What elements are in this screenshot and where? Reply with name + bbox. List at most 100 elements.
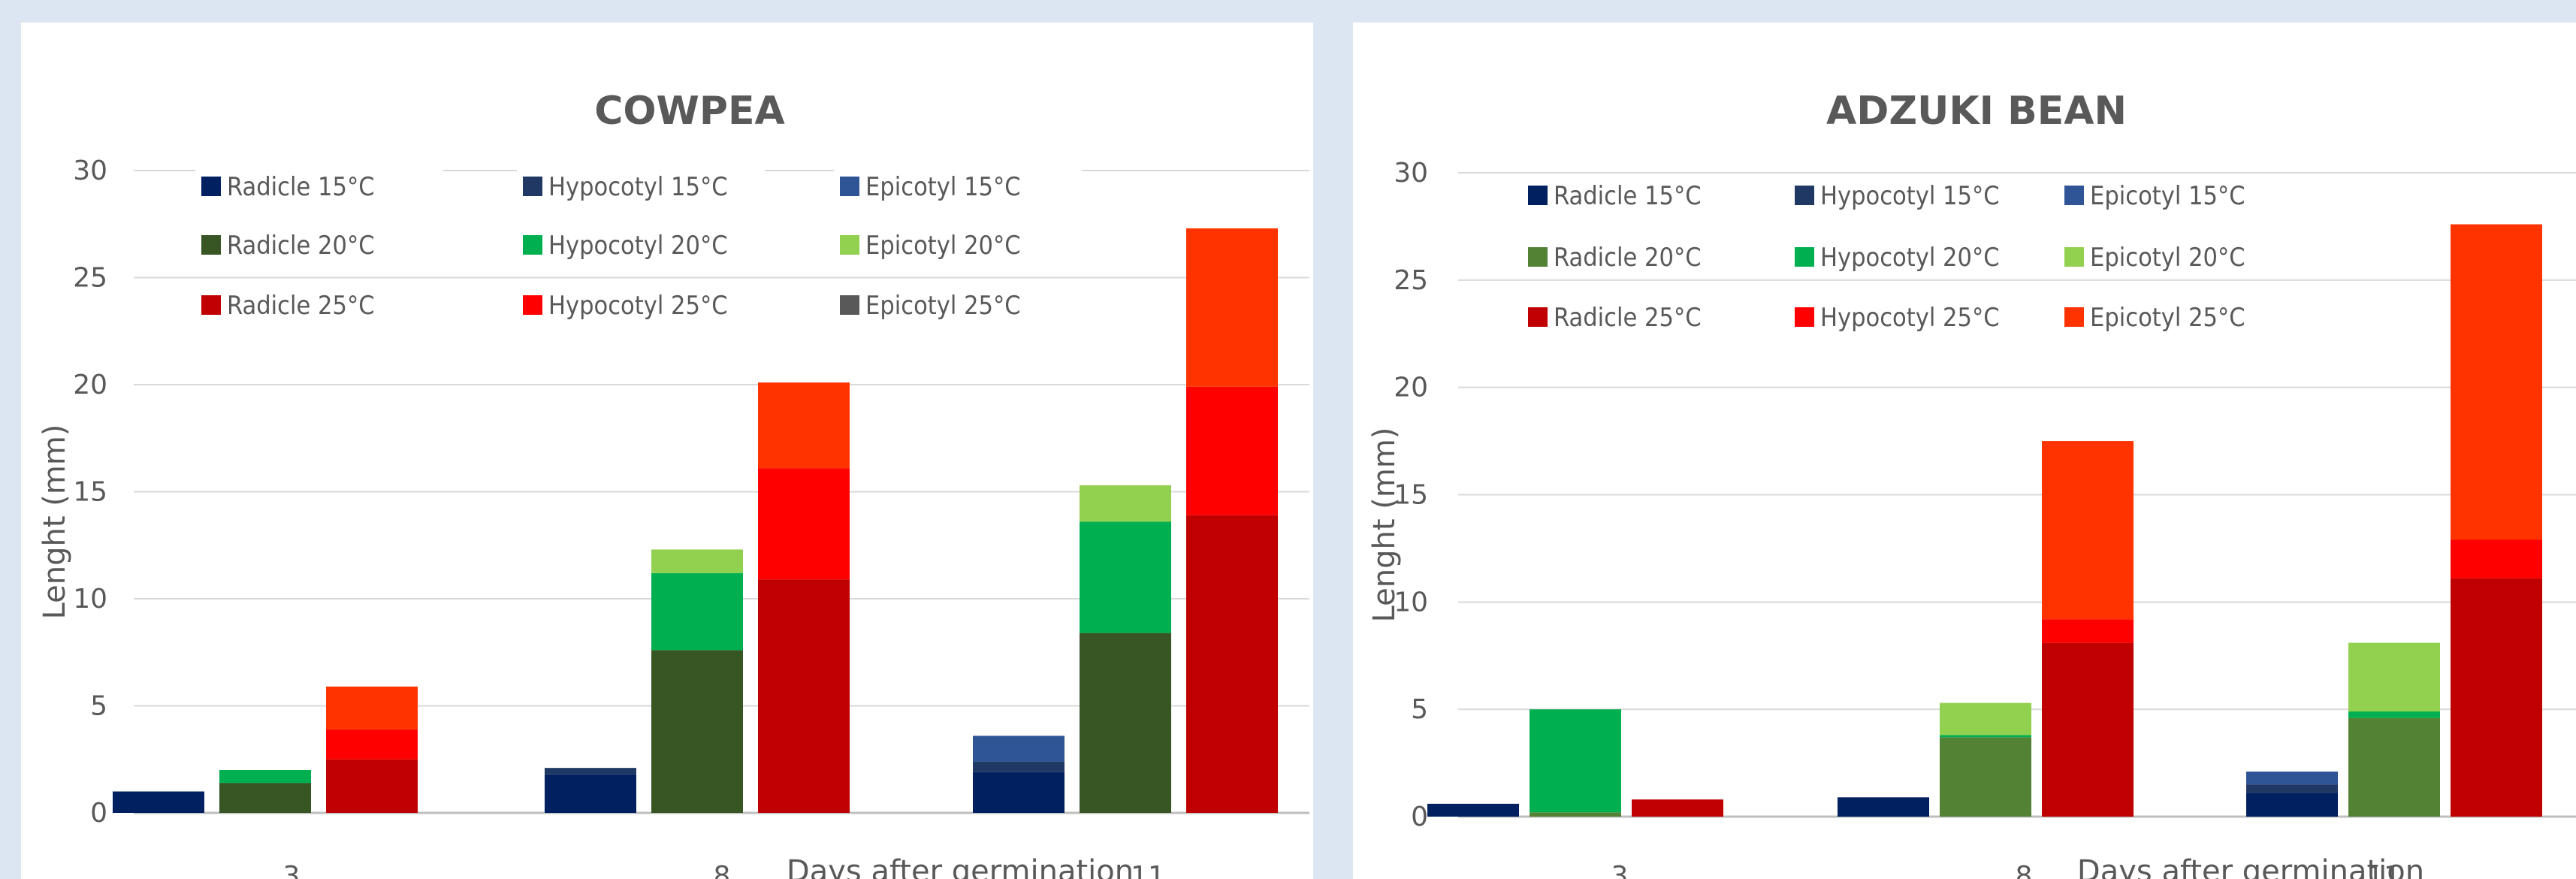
bar-epicotyl-25c-day-3 xyxy=(326,686,418,729)
bar-hypocotyl-25c-day-8 xyxy=(758,468,850,580)
legend-item-bg xyxy=(834,168,1082,204)
y-tick-label: 30 xyxy=(1394,158,1428,189)
y-tick-label: 0 xyxy=(1411,802,1428,832)
bar-epicotyl-15c-day-11 xyxy=(973,736,1065,762)
bar-hypocotyl-20c-day-8 xyxy=(651,572,743,651)
bar-epicotyl-20c-day-8 xyxy=(651,549,743,573)
x-tick-label: 11 xyxy=(1131,861,1165,879)
y-tick-label: 30 xyxy=(73,156,107,186)
bar-radicle-20c-day-11 xyxy=(2348,717,2440,817)
legend-item-bg xyxy=(2058,177,2306,213)
y-axis-label: Lenght (mm) xyxy=(38,424,72,620)
bar-radicle-25c-day-11 xyxy=(2451,578,2542,817)
bar-hypocotyl-15c-day-11 xyxy=(973,761,1065,772)
legend-label: Hypocotyl 25°C xyxy=(1820,303,2000,333)
bar-radicle-25c-day-8 xyxy=(2042,642,2134,817)
legend-label: Hypocotyl 20°C xyxy=(1820,243,2000,273)
legend-swatch-epicotyl-25c xyxy=(2064,307,2084,327)
legend-swatch-epicotyl-15c xyxy=(840,177,859,196)
x-axis-label: Days after germination xyxy=(2077,854,2424,879)
x-tick-label: 8 xyxy=(714,861,731,879)
legend-item-bg xyxy=(517,287,765,323)
y-axis-label: Lenght (mm) xyxy=(1367,427,1402,623)
legend-item-bg xyxy=(2058,239,2306,275)
legend-label: Radicle 20°C xyxy=(227,231,375,261)
bar-hypocotyl-15c-day-11 xyxy=(2246,784,2338,793)
bar-hypocotyl-20c-day-8 xyxy=(1940,735,2031,738)
legend-item-bg xyxy=(517,227,765,263)
x-axis-label: Days after germination xyxy=(787,854,1134,879)
bar-epicotyl-25c-day-8 xyxy=(2042,441,2134,620)
y-tick-label: 5 xyxy=(1411,694,1428,725)
bar-hypocotyl-20c-day-3 xyxy=(1530,709,1621,813)
y-tick-label: 15 xyxy=(1394,480,1428,511)
bar-epicotyl-20c-day-11 xyxy=(1080,485,1171,522)
bar-hypocotyl-15c-day-8 xyxy=(545,768,636,775)
x-tick-label: 11 xyxy=(2366,861,2401,879)
legend-item-bg xyxy=(1522,299,1770,335)
chart-title: ADZUKI BEAN xyxy=(1826,89,2127,134)
bar-epicotyl-25c-day-11 xyxy=(1186,228,1278,387)
cowpea-chart-panel: 0 5 10 15 20 25 30 COWPEA Lenght (mm) 3 8 11 Days af… xyxy=(21,23,1313,879)
legend-swatch-epicotyl-15c xyxy=(2064,186,2084,205)
x-tick-label: 3 xyxy=(1611,861,1629,879)
bar-epicotyl-25c-day-8 xyxy=(758,382,850,469)
legend-label: Radicle 15°C xyxy=(227,172,375,202)
legend-swatch-radicle-25c xyxy=(201,295,221,315)
bar-radicle-15c-day-11 xyxy=(2246,793,2338,817)
bar-radicle-25c-day-11 xyxy=(1186,515,1278,813)
legend-item-bg xyxy=(517,168,765,204)
legend-label: Hypocotyl 15°C xyxy=(548,172,728,202)
legend-item-bg xyxy=(834,227,1082,263)
legend-item-bg xyxy=(1789,299,2037,335)
legend-item-bg xyxy=(195,168,443,204)
legend-label: Hypocotyl 15°C xyxy=(1820,181,2000,211)
legend-swatch-radicle-20c xyxy=(201,235,221,255)
legend-label: Hypocotyl 25°C xyxy=(548,291,728,321)
bar-radicle-20c-day-8 xyxy=(1940,737,2031,817)
legend-label: Hypocotyl 20°C xyxy=(548,231,728,261)
bar-epicotyl-15c-day-11 xyxy=(2246,772,2338,785)
legend-label: Radicle 20°C xyxy=(1554,243,1702,273)
bar-radicle-25c-day-8 xyxy=(758,579,850,813)
legend-swatch-hypocotyl-15c xyxy=(1795,186,1814,205)
legend-label: Epicotyl 20°C xyxy=(865,231,1021,261)
legend-swatch-radicle-20c xyxy=(1528,247,1548,267)
legend-swatch-hypocotyl-20c xyxy=(1795,247,1814,267)
bar-radicle-25c-day-3 xyxy=(1632,799,1723,817)
y-tick-label: 25 xyxy=(73,263,107,294)
legend-label: Epicotyl 20°C xyxy=(2090,243,2245,273)
legend-label: Epicotyl 25°C xyxy=(865,291,1021,321)
x-tick-label: 3 xyxy=(283,861,300,879)
legend-swatch-epicotyl-20c xyxy=(840,235,859,255)
legend-label: Radicle 25°C xyxy=(1554,303,1702,333)
legend-item-bg xyxy=(834,287,1082,323)
legend-swatch-epicotyl-20c xyxy=(2064,247,2084,267)
bar-radicle-20c-day-3 xyxy=(219,783,311,813)
bar-radicle-15c-day-8 xyxy=(1838,797,1929,817)
bar-radicle-20c-day-8 xyxy=(651,650,743,813)
bar-hypocotyl-25c-day-3 xyxy=(326,729,418,760)
bar-radicle-20c-day-3 xyxy=(1530,812,1621,817)
y-tick-label: 15 xyxy=(73,477,107,508)
legend-item-bg xyxy=(1789,177,2037,213)
legend-swatch-radicle-15c xyxy=(1528,186,1548,205)
legend-swatch-radicle-25c xyxy=(1528,307,1548,327)
legend-swatch-radicle-15c xyxy=(201,177,221,196)
legend-item-bg xyxy=(1522,177,1770,213)
legend-swatch-hypocotyl-15c xyxy=(523,177,542,196)
y-tick-label: 5 xyxy=(90,691,107,722)
y-tick-label: 10 xyxy=(73,584,107,615)
adzuki-bean-chart-panel: 0 5 10 15 20 25 30 ADZUKI BEAN Lenght (mm) 3 8 11 Da… xyxy=(1353,23,2576,879)
bar-radicle-15c-day-11 xyxy=(973,772,1065,813)
y-tick-label: 20 xyxy=(73,370,107,400)
bar-hypocotyl-25c-day-11 xyxy=(1186,386,1278,515)
x-tick-label: 8 xyxy=(2016,861,2033,879)
bar-hypocotyl-20c-day-11 xyxy=(2348,711,2440,718)
bar-epicotyl-25c-day-11 xyxy=(2451,224,2542,540)
bar-radicle-20c-day-11 xyxy=(1080,633,1171,813)
bar-radicle-15c-day-8 xyxy=(545,774,636,813)
legend-label: Radicle 25°C xyxy=(227,291,375,321)
bar-radicle-15c-day-3 xyxy=(113,791,204,813)
bar-hypocotyl-20c-day-11 xyxy=(1080,521,1171,633)
